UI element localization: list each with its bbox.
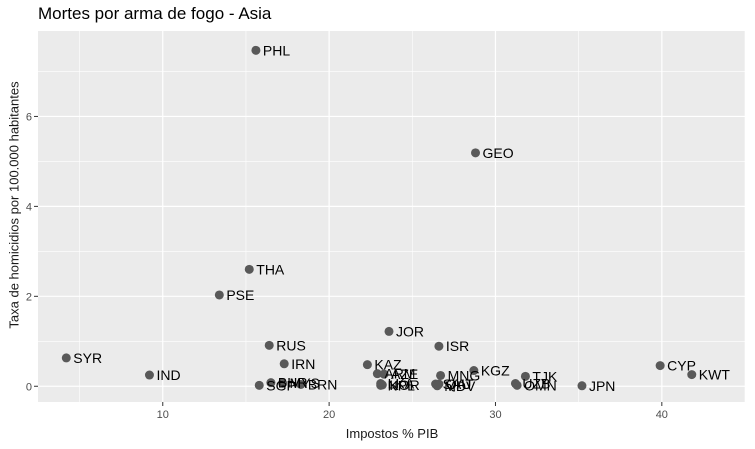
data-label-ind: IND [156, 367, 180, 383]
data-label-qat: QAT [446, 376, 474, 392]
data-point-kgz [469, 366, 479, 376]
data-label-mdv: MDV [444, 378, 476, 394]
x-axis-tick-label: 10 [157, 409, 169, 421]
data-point-ind [144, 370, 154, 380]
data-label-phl: PHL [263, 42, 290, 58]
data-point-jor [384, 326, 394, 336]
data-label-kgz: KGZ [481, 363, 510, 379]
data-label-omn: OMN [524, 377, 557, 393]
y-axis-tick-label: 0 [26, 381, 32, 393]
data-label-mys: MYS [290, 375, 320, 391]
data-point-arm [372, 369, 382, 379]
data-label-kaz: KAZ [374, 357, 402, 373]
data-label-arm: ARM [384, 366, 415, 382]
data-label-tha: THA [256, 261, 285, 277]
data-point-omn [512, 380, 522, 390]
data-label-pse: PSE [226, 287, 254, 303]
data-label-kor: KOR [389, 377, 419, 393]
x-axis-tick-label: 40 [656, 409, 668, 421]
data-point-kwt [687, 370, 697, 380]
data-point-brn [296, 379, 306, 389]
data-point-phl [251, 45, 261, 55]
data-label-jor: JOR [396, 323, 424, 339]
data-point-tha [244, 264, 254, 274]
data-point-jpn [577, 381, 587, 391]
data-point-aze [379, 369, 389, 379]
data-point-rus [264, 340, 274, 350]
data-label-sau: SAU [443, 376, 472, 392]
chart-title: Mortes por arma de fogo - Asia [38, 4, 272, 23]
data-label-brn: BRN [308, 376, 338, 392]
y-axis-tick-label: 6 [26, 111, 32, 123]
x-axis-tick-label: 30 [489, 409, 501, 421]
data-point-tjk [520, 371, 530, 381]
data-label-rus: RUS [276, 337, 306, 353]
data-label-sgp: SGP [266, 377, 296, 393]
y-axis-tick-label: 2 [26, 291, 32, 303]
data-label-uzb: UZB [522, 376, 550, 392]
data-label-bhr: BHR [278, 375, 308, 391]
data-label-aze: AZE [391, 366, 418, 382]
data-label-irn: IRN [291, 356, 315, 372]
data-point-kaz [362, 360, 372, 370]
data-label-syr: SYR [73, 350, 102, 366]
data-point-isr [434, 341, 444, 351]
y-axis-tick-label: 4 [26, 201, 32, 213]
data-point-pse [214, 290, 224, 300]
data-point-bhr [266, 378, 276, 388]
data-point-geo [471, 148, 481, 158]
data-point-sgp [254, 380, 264, 390]
data-point-npl [376, 380, 386, 390]
data-point-syr [61, 353, 71, 363]
data-point-mys [278, 378, 288, 388]
plot-panel [38, 31, 745, 402]
data-label-lka: LKA [388, 376, 415, 392]
data-label-kwt: KWT [699, 367, 731, 383]
data-label-tjk: TJK [532, 368, 558, 384]
data-point-cyp [655, 361, 665, 371]
data-point-mng [436, 370, 446, 380]
x-axis-title: Impostos % PIB [345, 426, 439, 441]
data-label-jpn: JPN [589, 378, 615, 394]
data-label-mng: MNG [448, 367, 481, 383]
data-point-mdv [432, 381, 442, 391]
data-label-geo: GEO [483, 145, 514, 161]
data-point-irn [279, 359, 289, 369]
data-label-cyp: CYP [667, 358, 696, 374]
data-label-isr: ISR [446, 338, 469, 354]
x-axis-tick-label: 20 [323, 409, 335, 421]
data-label-npl: NPL [388, 377, 415, 393]
